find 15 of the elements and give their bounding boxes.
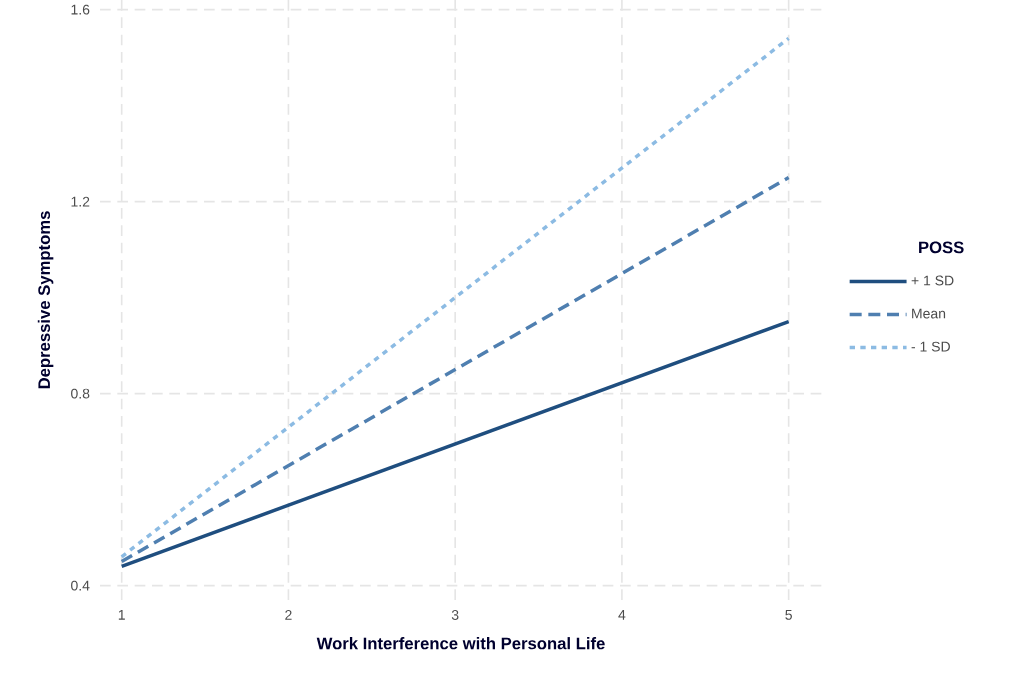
x-tick-label: 1 bbox=[118, 610, 125, 620]
x-tick-label: 2 bbox=[285, 610, 292, 620]
legend-label: - 1 SD bbox=[911, 341, 950, 352]
legend-title: POSS bbox=[919, 241, 964, 254]
legend-label: + 1 SD bbox=[911, 275, 954, 286]
x-axis-title: Work Interference with Personal Life bbox=[316, 637, 605, 650]
y-tick-label: 0.8 bbox=[71, 388, 90, 399]
y-axis-title: Depressive Symptoms bbox=[37, 211, 54, 389]
legend-label: Mean bbox=[912, 308, 946, 319]
x-tick-label: 5 bbox=[785, 610, 792, 620]
y-tick-label: 1.2 bbox=[71, 196, 90, 207]
x-tick-label: 3 bbox=[451, 610, 459, 620]
y-tick-label: 0.4 bbox=[71, 580, 90, 591]
y-tick-label: 1.6 bbox=[71, 4, 90, 15]
x-tick-label: 4 bbox=[618, 610, 626, 620]
